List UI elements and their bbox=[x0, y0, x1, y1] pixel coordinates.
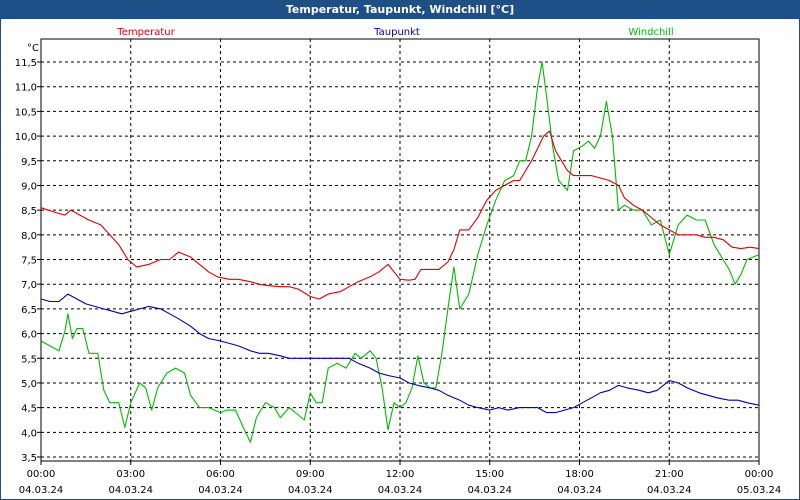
y-tick-label: 10,5 bbox=[15, 107, 37, 118]
x-tick-label-time: 00:00 bbox=[745, 469, 774, 480]
x-tick-label-date: 04.03.24 bbox=[557, 485, 602, 496]
y-axis-label: °C bbox=[27, 43, 39, 54]
y-tick-label: 7,5 bbox=[21, 256, 37, 267]
y-tick-label: 4,5 bbox=[21, 404, 37, 415]
chart-title: Temperatur, Taupunkt, Windchill [°C] bbox=[1, 1, 799, 19]
x-tick-label-date: 04.03.24 bbox=[198, 485, 243, 496]
x-tick-label-time: 06:00 bbox=[206, 469, 235, 480]
y-tick-label: 9,0 bbox=[21, 181, 37, 192]
y-tick-label: 8,0 bbox=[21, 231, 37, 242]
x-tick-label-time: 00:00 bbox=[27, 469, 56, 480]
x-tick-label-time: 12:00 bbox=[386, 469, 415, 480]
legend-windchill: Windchill bbox=[628, 27, 673, 38]
x-tick-label-time: 18:00 bbox=[565, 469, 594, 480]
chart: 3,5 4,0 4,5 5,0 5,5 6,0 6,5 7,0 7,5 8,0 8,5 9,0 9,5 1… bbox=[15, 27, 782, 496]
x-tick-label-time: 09:00 bbox=[296, 469, 325, 480]
x-tick-label-date: 04.03.24 bbox=[647, 485, 692, 496]
y-tick-label: 4,0 bbox=[21, 428, 37, 439]
series-line-temperatur bbox=[40, 130, 760, 300]
y-tick-label: 7,0 bbox=[21, 280, 37, 291]
y-tick-label: 11,0 bbox=[15, 83, 37, 94]
x-tick-label-date: 04.03.24 bbox=[378, 485, 423, 496]
x-tick-label-time: 03:00 bbox=[116, 469, 145, 480]
y-tick-label: 5,0 bbox=[21, 379, 37, 390]
series-line-windchill bbox=[40, 61, 760, 443]
x-tick-label-date: 04.03.24 bbox=[288, 485, 333, 496]
x-tick-label-time: 21:00 bbox=[655, 469, 684, 480]
legend-temperatur: Temperatur bbox=[116, 27, 175, 38]
x-tick-label-date: 04.03.24 bbox=[19, 485, 64, 496]
y-tick-label: 9,5 bbox=[21, 157, 37, 168]
y-tick-label: 3,5 bbox=[21, 453, 37, 464]
series-line-taupunkt bbox=[40, 293, 760, 414]
y-tick-label: 6,5 bbox=[21, 305, 37, 316]
x-tick-label-time: 15:00 bbox=[475, 469, 504, 480]
y-tick-label: 10,0 bbox=[15, 132, 37, 143]
y-tick-label: 8,5 bbox=[21, 206, 37, 217]
x-tick-label-date: 04.03.24 bbox=[467, 485, 512, 496]
x-tick-label-date: 04.03.24 bbox=[108, 485, 153, 496]
y-tick-label: 5,5 bbox=[21, 354, 37, 365]
x-tick-label-date: 05.03.24 bbox=[737, 485, 782, 496]
legend-taupunkt: Taupunkt bbox=[373, 27, 420, 38]
y-tick-label: 6,0 bbox=[21, 330, 37, 341]
y-tick-label: 11,5 bbox=[15, 58, 37, 69]
